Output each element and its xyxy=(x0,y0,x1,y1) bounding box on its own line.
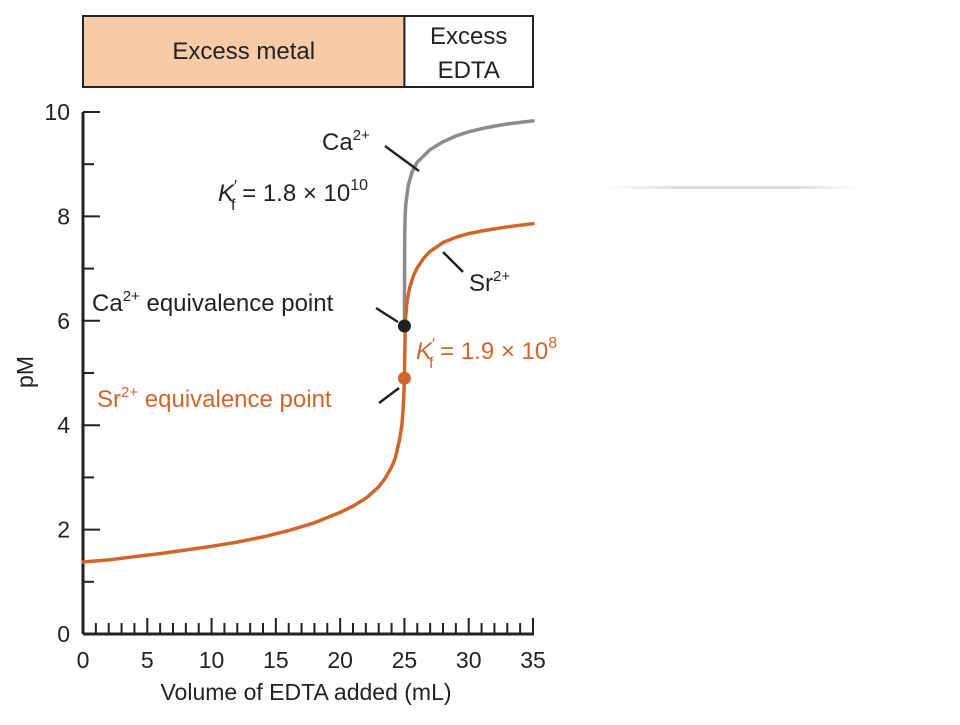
points-layer xyxy=(397,319,411,385)
annotations: Ca2+ K′ f = 1.8 × 1010 Sr2+ Ca2+ equivale… xyxy=(92,127,557,413)
decorative-rule xyxy=(598,186,866,189)
region-excess-edta xyxy=(403,15,534,88)
sr-equivalence-point-label: Sr2+ equivalence point xyxy=(97,384,332,413)
ca-label: Ca2+ xyxy=(322,127,370,156)
region-excess-edta-label-line1: Excess xyxy=(430,23,507,50)
x-tick-label: 10 xyxy=(199,647,225,673)
leader-lines xyxy=(375,144,464,404)
ca-kf-label: K′ f = 1.8 × 1010 xyxy=(218,177,368,214)
sr-eq-leader-line xyxy=(378,387,400,404)
y-tick-label: 4 xyxy=(57,412,70,438)
x-axis-label: Volume of EDTA added (mL) xyxy=(160,679,451,705)
x-tick-label: 25 xyxy=(392,647,418,673)
x-tick-label: 30 xyxy=(456,647,482,673)
x-tick-label: 0 xyxy=(77,647,90,673)
y-axis-label: pM xyxy=(12,356,38,388)
region-excess-metal-label: Excess metal xyxy=(172,38,315,65)
x-tick-label: 20 xyxy=(327,647,353,673)
sr-leader-line xyxy=(442,251,464,273)
series-layer xyxy=(81,119,535,564)
region-excess-metal xyxy=(82,15,406,88)
sr-kf-label: K′ f = 1.9 × 108 xyxy=(416,335,557,372)
y-tick-label: 10 xyxy=(44,99,70,125)
x-ticks: 0 5 10 15 20 25 30 35 xyxy=(77,618,546,673)
x-tick-label: 5 xyxy=(141,647,154,673)
y-tick-label: 6 xyxy=(57,308,70,334)
region-excess-edta-label-line2: EDTA xyxy=(438,57,500,84)
y-tick-label: 0 xyxy=(57,621,70,647)
sr-label: Sr2+ xyxy=(469,268,510,297)
y-tick-label: 8 xyxy=(57,203,70,229)
x-tick-label: 15 xyxy=(263,647,289,673)
y-tick-label: 2 xyxy=(57,517,70,543)
x-tick-label: 35 xyxy=(520,647,546,673)
ca-eq-leader-line xyxy=(375,306,399,324)
ca-leader-line xyxy=(384,144,420,173)
y-ticks: 0 2 4 6 8 10 xyxy=(44,99,100,647)
series-line-sr xyxy=(81,221,535,564)
ca-equivalence-point-marker xyxy=(397,319,411,333)
axes: 0 5 10 15 20 25 30 35 0 2 4 6 8 10 Volume of EDTA ad… xyxy=(12,99,546,705)
region-header: Excess metal Excess EDTA xyxy=(82,15,534,88)
ca-equivalence-point-label: Ca2+ equivalence point xyxy=(92,288,334,317)
series-line-ca xyxy=(402,119,535,328)
sr-equivalence-point-marker xyxy=(397,371,411,385)
